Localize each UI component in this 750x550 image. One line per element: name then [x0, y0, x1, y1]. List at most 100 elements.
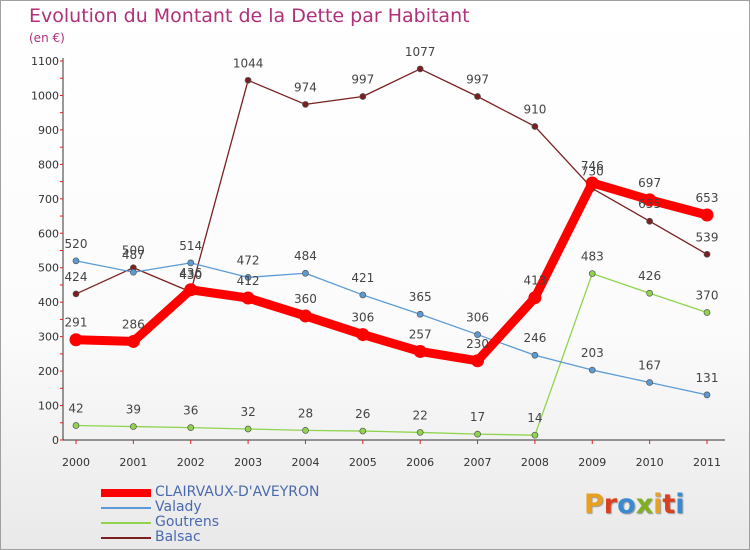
x-tick-label: 2009: [578, 456, 606, 469]
legend-swatch: [101, 489, 151, 497]
y-tick-label: 700: [38, 193, 59, 206]
legend-label: Valady: [155, 499, 202, 515]
x-tick-label: 2005: [349, 456, 377, 469]
data-point: [588, 366, 596, 374]
x-tick-label: 2003: [234, 456, 262, 469]
data-point: [244, 274, 252, 281]
y-tick-label: 600: [38, 227, 59, 240]
data-label: 32: [240, 405, 255, 419]
data-point: [244, 425, 252, 433]
logo-letter: i: [653, 489, 663, 520]
data-point: [416, 429, 424, 436]
logo-letter: o: [617, 489, 636, 520]
x-tick-label: 2001: [119, 456, 147, 469]
x-tick-label: 2000: [62, 456, 90, 469]
legend-swatch: [101, 507, 151, 509]
data-label: 291: [65, 316, 88, 330]
data-label: 997: [351, 72, 374, 86]
series-line: [75, 272, 708, 436]
data-label: 974: [294, 80, 317, 94]
data-point: [241, 291, 255, 305]
chart-subtitle: (en €): [29, 31, 65, 45]
data-point: [130, 423, 137, 430]
series-line: [75, 260, 708, 396]
data-point: [646, 379, 653, 386]
data-label: 370: [696, 289, 719, 303]
data-point: [413, 344, 427, 358]
data-label: 286: [122, 317, 145, 331]
logo-letter: x: [635, 489, 654, 520]
logo-letter: i: [675, 489, 685, 520]
data-point: [69, 333, 83, 347]
data-label: 746: [581, 159, 604, 173]
data-point: [585, 176, 599, 190]
data-label: 635: [638, 197, 661, 211]
data-point: [474, 331, 481, 338]
data-label: 520: [65, 237, 88, 251]
data-point: [471, 354, 485, 368]
y-tick-label: 0: [52, 434, 59, 447]
data-point: [643, 193, 657, 207]
data-point: [416, 310, 424, 318]
data-label: 365: [409, 290, 432, 304]
y-tick-label: 800: [38, 158, 59, 171]
data-label: 17: [470, 410, 485, 424]
legend-label: Balsac: [155, 529, 201, 545]
data-point: [531, 431, 539, 439]
y-tick-label: 1100: [31, 55, 59, 68]
y-tick-label: 900: [38, 124, 59, 137]
data-label: 28: [298, 406, 313, 420]
data-point: [531, 351, 539, 359]
data-point: [359, 427, 367, 435]
data-point: [646, 217, 653, 225]
data-label: 39: [126, 403, 141, 417]
y-tick-label: 300: [38, 331, 59, 344]
data-point: [302, 427, 309, 434]
series-line: [75, 68, 708, 295]
data-point: [703, 250, 711, 258]
data-point: [302, 101, 309, 108]
data-point: [588, 270, 596, 277]
y-tick-label: 400: [38, 296, 59, 309]
data-label: 484: [294, 249, 317, 263]
x-tick-label: 2006: [406, 456, 434, 469]
series-goutrens: [72, 270, 711, 439]
data-label: 167: [638, 358, 661, 372]
data-label: 430: [179, 268, 202, 282]
data-label: 424: [65, 270, 88, 284]
data-point: [72, 422, 80, 429]
data-label: 131: [696, 371, 719, 385]
data-point: [126, 334, 140, 348]
data-point: [474, 430, 481, 438]
data-point: [356, 328, 370, 342]
data-label: 997: [466, 72, 489, 86]
data-label: 1077: [405, 45, 436, 59]
data-label: 14: [527, 411, 542, 425]
data-point: [244, 76, 252, 84]
logo-letter: P: [584, 489, 604, 520]
data-label: 483: [581, 250, 604, 264]
data-label: 730: [581, 164, 604, 178]
data-label: 500: [122, 244, 145, 258]
data-point: [531, 123, 539, 130]
data-label: 472: [237, 253, 260, 267]
data-label: 1044: [233, 56, 264, 70]
legend-swatch: [101, 522, 151, 524]
data-label: 413: [523, 274, 546, 288]
data-point: [416, 65, 424, 73]
data-point: [187, 424, 195, 431]
data-label: 306: [351, 311, 374, 325]
data-point: [130, 268, 137, 276]
proxiti-logo: Proxiti: [584, 489, 685, 520]
data-label: 306: [466, 311, 489, 325]
legend-label: CLAIRVAUX-D'AVEYRON: [155, 484, 320, 500]
data-point: [72, 290, 80, 298]
data-label: 539: [696, 230, 719, 244]
logo-letter: r: [603, 489, 618, 520]
series-layer: [69, 65, 714, 439]
data-label: 697: [638, 176, 661, 190]
data-label: 26: [355, 407, 370, 421]
data-point: [184, 283, 198, 297]
